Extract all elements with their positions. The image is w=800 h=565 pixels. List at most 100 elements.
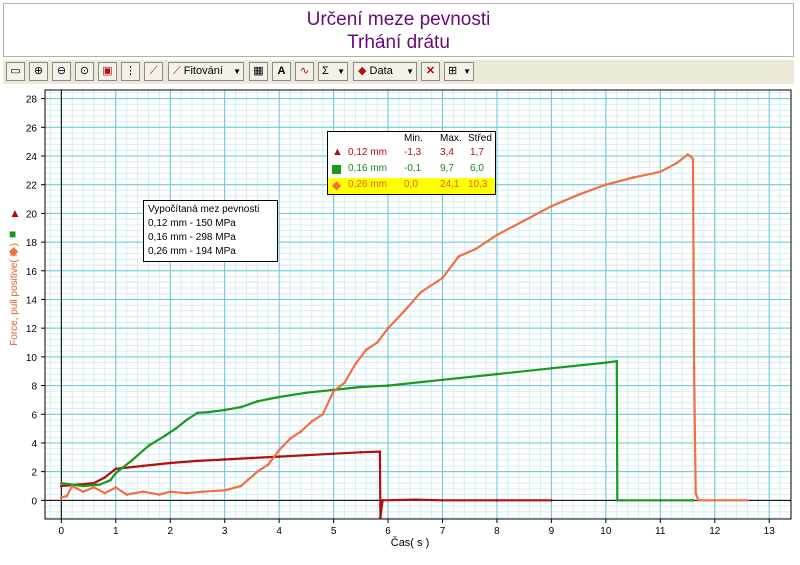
data-point: [604, 361, 608, 364]
x-axis-label: Čas( s ): [391, 536, 430, 549]
data-point: [277, 448, 281, 452]
graph-layout-dropdown[interactable]: ⊞ ▼: [444, 62, 474, 81]
fit-line-icon: ⟋: [173, 65, 181, 77]
legend-header: Min. Max. Střed: [328, 132, 495, 146]
data-point: [419, 291, 423, 294]
data-point: [550, 499, 553, 502]
triangle-icon: ▲: [9, 206, 21, 220]
y-tick-label: 0: [31, 496, 37, 507]
data-point: [473, 247, 477, 251]
data-point: [256, 400, 259, 403]
x-tick-label: 13: [764, 526, 776, 537]
data-point: [378, 450, 382, 453]
data-point: [305, 453, 308, 457]
x-tick-label: 7: [440, 526, 446, 537]
data-point: [103, 476, 107, 479]
derivative-icon[interactable]: ∿: [295, 62, 314, 81]
y-tick-label: 26: [26, 123, 38, 134]
data-point: [354, 362, 357, 366]
data-point: [697, 499, 700, 502]
legend-box: Min. Max. Střed ▲ 0,12 mm -1,3 3,4 1,7 0…: [327, 131, 496, 195]
data-point: [686, 153, 689, 156]
data-point: [185, 418, 188, 422]
fit-label: Fitování: [183, 65, 223, 77]
data-point: [495, 372, 499, 376]
data-point: [60, 481, 63, 485]
data-point: [141, 490, 145, 494]
y-tick-label: 12: [26, 324, 38, 335]
y-tick-label: 14: [26, 295, 38, 306]
data-point: [550, 204, 553, 208]
legend-header-mid: Střed: [468, 133, 492, 144]
sigma-icon: Σ: [322, 65, 329, 77]
data-point: [207, 410, 210, 414]
data-point: [168, 490, 172, 494]
sigma-dropdown[interactable]: Σ ▼: [318, 62, 348, 81]
legend-row[interactable]: ▲ 0,12 mm -1,3 3,4 1,7: [328, 146, 495, 162]
data-point: [343, 381, 346, 384]
toolbar: ▭ ⊕ ⊖ ⊙ ▣ ⋮ ⟋ ⟋ Fitování ▼ ▦ A ∿ Σ ▼ ◆ D…: [3, 60, 794, 84]
data-point: [441, 378, 444, 382]
legend-mid: 1,7: [470, 147, 484, 158]
y-tick-label: 10: [26, 353, 38, 364]
fit-dropdown[interactable]: ⟋ Fitování ▼: [168, 62, 244, 81]
zoom-fit-icon[interactable]: ⊙: [75, 62, 94, 81]
lock-icon[interactable]: ▣: [98, 62, 117, 81]
x-tick-label: 11: [655, 526, 666, 537]
data-point: [60, 496, 63, 499]
zoom-in-icon[interactable]: ⊕: [29, 62, 48, 81]
legend-row[interactable]: 0,16 mm -0,1 9,7 6,0: [328, 162, 495, 178]
x-tick-label: 4: [276, 526, 282, 537]
square-icon: [332, 165, 341, 174]
legend-row[interactable]: ◆ 0,26 mm 0,0 24,1 10,3: [328, 178, 495, 194]
calc-line: 0,16 mm - 298 MPa: [148, 232, 236, 243]
data-point: [125, 493, 128, 496]
x-tick-label: 9: [549, 526, 555, 537]
data-point: [103, 491, 107, 495]
data-point: [746, 499, 749, 502]
data-point: [332, 452, 335, 456]
data-point: [196, 459, 199, 463]
square-icon: ■: [9, 227, 16, 241]
data-point: [163, 434, 167, 438]
annotation-A-icon[interactable]: A: [272, 62, 291, 81]
data-point: [691, 499, 695, 502]
data-point: [631, 176, 635, 179]
x-tick-label: 8: [494, 526, 500, 537]
x-tick-label: 5: [331, 526, 337, 537]
zoom-out-icon[interactable]: ⊖: [52, 62, 71, 81]
x-tick-label: 0: [59, 526, 65, 537]
legend-min: 0,0: [404, 179, 418, 190]
legend-max: 24,1: [440, 179, 460, 190]
x-tick-label: 12: [709, 526, 721, 537]
data-point: [550, 367, 553, 370]
y-tick-label: 28: [26, 95, 38, 106]
data-point: [441, 499, 444, 502]
data-point: [310, 420, 314, 423]
chart-options-icon[interactable]: ▭: [6, 62, 25, 81]
x-tick-label: 6: [385, 526, 391, 537]
data-point: [114, 467, 118, 471]
table-icon[interactable]: ▦: [249, 62, 268, 81]
delete-icon[interactable]: ✕: [421, 62, 440, 81]
y-tick-label: 6: [31, 410, 37, 421]
scale-icon[interactable]: ⋮: [121, 62, 140, 81]
legend-min: -1,3: [404, 147, 422, 158]
data-point: [688, 154, 692, 158]
data-point: [92, 486, 96, 489]
data-point: [81, 490, 85, 494]
calc-title: Vypočítaná mez pevnosti: [148, 204, 260, 215]
y-tick-label: 20: [26, 209, 38, 220]
data-point: [386, 326, 390, 330]
data-point: [615, 359, 619, 363]
data-dropdown[interactable]: ◆ Data ▼: [353, 62, 417, 81]
calculated-strength-box[interactable]: Vypočítaná mez pevnosti 0,12 mm - 150 MP…: [143, 200, 278, 262]
chart-title: Určení meze pevnosti: [306, 9, 491, 30]
data-point: [223, 489, 226, 492]
data-point: [168, 461, 172, 465]
data-point: [713, 499, 717, 502]
data-point: [364, 348, 368, 351]
tangent-icon[interactable]: ⟋: [144, 62, 163, 81]
data-point: [174, 427, 177, 430]
data-point: [694, 491, 698, 495]
